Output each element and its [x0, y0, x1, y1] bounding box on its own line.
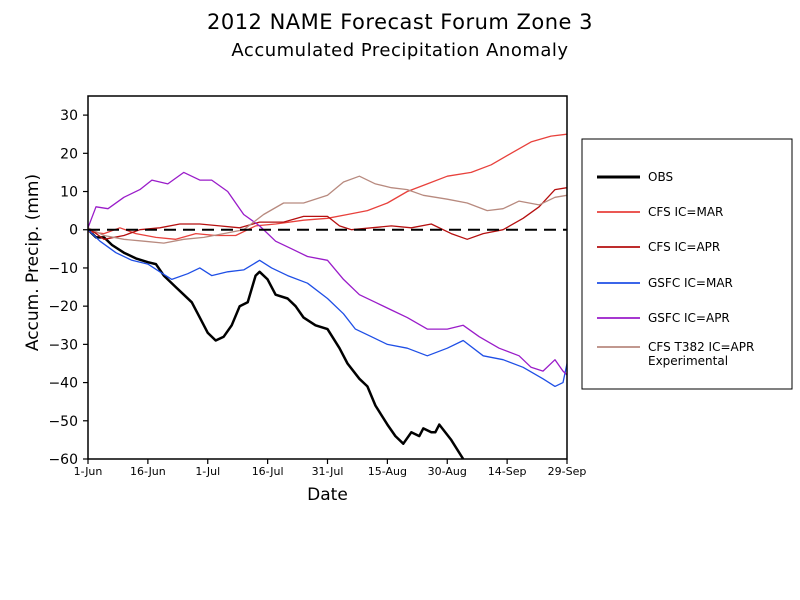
y-tick-label: −50	[48, 414, 78, 430]
series-line-gsfc-ic-mar	[88, 229, 567, 388]
legend-label: OBS	[648, 170, 673, 184]
x-tick-label: 16-Jun	[130, 465, 166, 478]
legend-label: Experimental	[648, 354, 728, 368]
plot-frame	[87, 95, 568, 460]
x-tick-label: 16-Jul	[252, 465, 284, 478]
legend-label: CFS IC=APR	[648, 240, 720, 254]
x-tick-label: 1-Jun	[74, 465, 103, 478]
plot-series-layer	[88, 133, 567, 459]
y-tick-label: −40	[48, 376, 78, 392]
series-line-obs	[88, 228, 465, 459]
y-axis-ticks: 30 20 10 0 −10 −20 −30 −40 −50 −60	[48, 108, 88, 468]
x-axis-label: Date	[307, 485, 348, 505]
legend-label: GSFC IC=APR	[648, 311, 730, 325]
y-tick-label: −10	[48, 261, 78, 277]
y-tick-label: 10	[60, 185, 78, 201]
legend-label: CFS T382 IC=APR	[648, 340, 754, 354]
y-tick-label: −20	[48, 299, 78, 315]
y-tick-label: 30	[60, 108, 78, 124]
y-axis-label: Accum. Precip. (mm)	[23, 174, 43, 351]
series-line-gsfc-ic-apr	[88, 171, 567, 376]
legend-label: CFS IC=MAR	[648, 205, 723, 219]
y-tick-label: 0	[69, 223, 78, 239]
series-line-cfs-ic-apr	[88, 187, 567, 240]
y-tick-label: −30	[48, 337, 78, 353]
x-tick-label: 30-Aug	[428, 465, 467, 478]
x-tick-label: 1-Jul	[195, 465, 220, 478]
x-tick-label: 14-Sep	[488, 465, 527, 478]
legend-box	[581, 138, 793, 390]
series-line-cfs-t382-ic-apr	[88, 175, 567, 244]
chart-subtitle: Accumulated Precipitation Anomaly	[231, 40, 569, 61]
legend: OBS CFS IC=MAR CFS IC=APR GSFC IC=MAR GSFC I…	[597, 170, 754, 368]
y-tick-label: 20	[60, 146, 78, 162]
x-tick-label: 31-Jul	[312, 465, 344, 478]
x-tick-label: 15-Aug	[368, 465, 407, 478]
chart-title: 2012 NAME Forecast Forum Zone 3	[206, 10, 594, 34]
x-tick-label: 29-Sep	[548, 465, 587, 478]
legend-label: GSFC IC=MAR	[648, 276, 733, 290]
y-tick-label: −60	[48, 452, 78, 468]
series-line-cfs-ic-mar	[88, 133, 567, 240]
x-axis-ticks: 1-Jun 16-Jun 1-Jul 16-Jul 31-Jul 15-Aug 30-Aug…	[74, 459, 587, 478]
